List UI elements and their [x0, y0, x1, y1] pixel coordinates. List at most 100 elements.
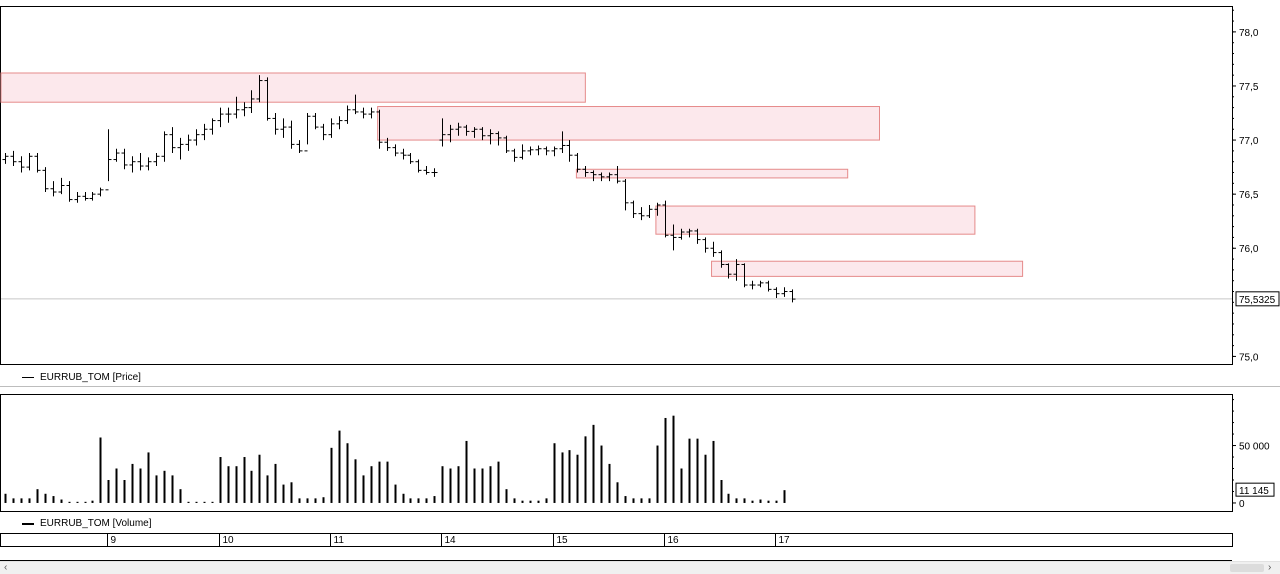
ohlc-bar — [50, 181, 57, 197]
price-bars — [2, 75, 796, 303]
last-volume-label: 11 145 — [1239, 486, 1269, 497]
ohlc-bar — [352, 94, 359, 115]
ohlc-bar — [241, 102, 248, 117]
price-tick-label: 75,0 — [1239, 352, 1259, 363]
ohlc-bar — [670, 224, 677, 251]
ohlc-bar — [58, 177, 65, 195]
ohlc-bar — [137, 153, 144, 171]
day-label: 14 — [445, 535, 457, 546]
scrollbar-thumb[interactable] — [1230, 564, 1264, 572]
ohlc-bar — [543, 146, 550, 156]
ohlc-bar — [662, 200, 669, 238]
ohlc-bar — [145, 157, 152, 171]
ohlc-bar — [336, 116, 343, 130]
time-axis: 9 10 11 14 15 16 17 — [107, 533, 790, 547]
ohlc-bar — [566, 140, 573, 162]
ohlc-bar — [749, 280, 756, 290]
price-legend[interactable]: EURRUB_TOM [Price] — [22, 372, 141, 383]
price-tick-label: 76,0 — [1239, 244, 1259, 255]
ohlc-bar — [89, 191, 96, 201]
ohlc-bar — [407, 153, 414, 164]
ohlc-bar — [296, 140, 303, 154]
volume-legend[interactable]: EURRUB_TOM [Volume] — [22, 518, 152, 529]
ohlc-bar — [368, 107, 375, 119]
volume-tick-label: 50 000 — [1239, 442, 1270, 453]
volume-bars — [4, 415, 786, 503]
price-legend-label: EURRUB_TOM [Price] — [40, 372, 141, 383]
ohlc-bar — [757, 280, 764, 288]
last-volume-box: 11 145 — [1235, 482, 1275, 497]
price-axis: 78,0 77,5 77,0 76,5 76,0 75,0 — [1232, 9, 1259, 363]
price-panel-frame — [0, 6, 1233, 365]
price-legend-swatch — [22, 377, 34, 378]
ohlc-bar — [320, 123, 327, 141]
supply-zone — [711, 260, 1024, 277]
time-axis-frame — [0, 533, 1233, 547]
ohlc-bar — [582, 166, 589, 177]
supply-zones — [0, 72, 1024, 277]
supply-zone — [655, 205, 976, 235]
ohlc-bar — [18, 156, 25, 173]
ohlc-bar — [646, 204, 653, 218]
ohlc-bar — [789, 289, 796, 303]
ohlc-bar — [177, 137, 184, 160]
ohlc-bar — [439, 118, 446, 147]
ohlc-bar — [423, 166, 430, 175]
ohlc-bar — [733, 259, 740, 281]
ohlc-bar — [360, 107, 367, 119]
ohlc-bar — [288, 120, 295, 149]
day-label: 9 — [111, 535, 117, 546]
last-volume-label-box — [1235, 482, 1275, 497]
ohlc-bar — [559, 131, 566, 154]
ohlc-bar — [606, 172, 613, 182]
horizontal-scrollbar[interactable]: ‹ › — [0, 561, 1280, 574]
ohlc-bar — [161, 131, 168, 162]
last-price-box: 75,5325 — [1235, 291, 1280, 307]
volume-legend-label: EURRUB_TOM [Volume] — [40, 518, 152, 529]
ohlc-bar — [74, 191, 81, 203]
ohlc-bar — [376, 109, 383, 149]
day-label: 15 — [557, 535, 569, 546]
day-label: 16 — [668, 535, 680, 546]
ohlc-bar — [400, 148, 407, 160]
ohlc-bar — [686, 228, 693, 238]
ohlc-bar — [773, 287, 780, 299]
ohlc-bar — [10, 150, 17, 167]
ohlc-bar — [233, 96, 240, 119]
ohlc-bar — [725, 263, 732, 279]
ohlc-bar — [710, 241, 717, 257]
ohlc-bar — [392, 144, 399, 157]
day-label: 10 — [223, 535, 235, 546]
supply-zone — [377, 106, 880, 141]
ohlc-bar — [272, 113, 279, 135]
price-tick-label: 77,0 — [1239, 136, 1259, 147]
price-tick-label: 78,0 — [1239, 28, 1259, 39]
ohlc-bar — [280, 118, 287, 138]
price-tick-label: 76,5 — [1239, 190, 1259, 201]
ohlc-bar — [574, 153, 581, 173]
scroll-left-arrow-icon[interactable]: ‹ — [4, 562, 8, 573]
volume-legend-swatch — [22, 522, 34, 525]
ohlc-bar — [415, 159, 422, 173]
ohlc-bar — [97, 187, 104, 197]
ohlc-bar — [312, 113, 319, 130]
ohlc-bar — [590, 170, 597, 182]
ohlc-bar — [153, 153, 160, 167]
ohlc-bar — [169, 127, 176, 154]
ohlc-bar — [113, 148, 120, 162]
scroll-right-arrow-icon[interactable]: › — [1268, 562, 1272, 573]
ohlc-bar — [765, 280, 772, 292]
ohlc-bar — [201, 123, 208, 141]
supply-zone — [575, 168, 849, 179]
ohlc-bar — [519, 144, 526, 160]
ohlc-bar — [678, 228, 685, 240]
ohlc-bar — [718, 250, 725, 268]
ohlc-bar — [511, 148, 518, 162]
ohlc-bar — [217, 107, 224, 128]
ohlc-bar — [256, 75, 263, 103]
ohlc-bar — [471, 127, 478, 138]
ohlc-bar — [741, 263, 748, 288]
ohlc-bar — [34, 153, 41, 173]
ohlc-bar — [2, 153, 9, 164]
